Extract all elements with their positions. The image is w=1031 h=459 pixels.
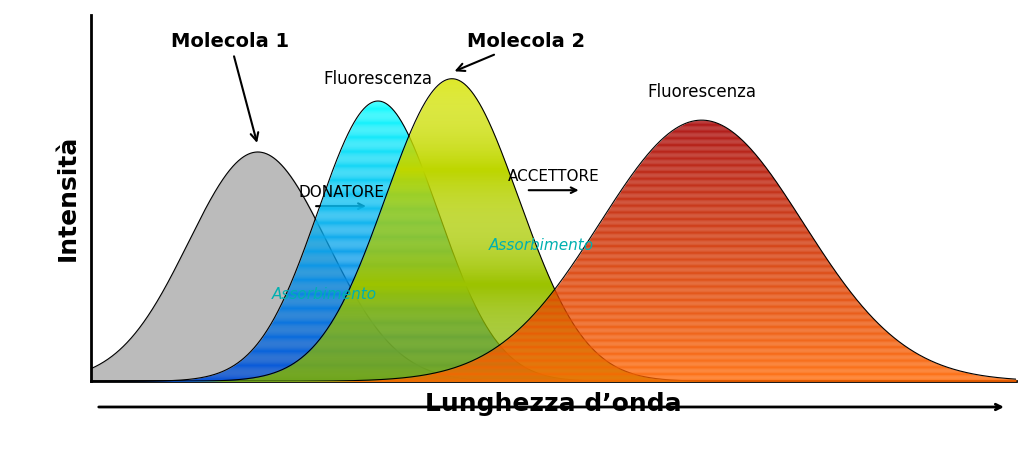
X-axis label: Lunghezza d’onda: Lunghezza d’onda xyxy=(426,392,681,416)
Text: Fluorescenza: Fluorescenza xyxy=(324,70,432,88)
Text: ACCETTORE: ACCETTORE xyxy=(508,169,600,184)
Text: Assorbimento: Assorbimento xyxy=(271,287,376,302)
Text: DONATORE: DONATORE xyxy=(298,185,384,200)
Text: Molecola 2: Molecola 2 xyxy=(457,32,585,71)
Text: Molecola 1: Molecola 1 xyxy=(171,32,289,140)
Text: Fluorescenza: Fluorescenza xyxy=(647,83,756,101)
Text: Assorbimento: Assorbimento xyxy=(489,238,594,252)
Y-axis label: Intensità: Intensità xyxy=(57,135,80,261)
